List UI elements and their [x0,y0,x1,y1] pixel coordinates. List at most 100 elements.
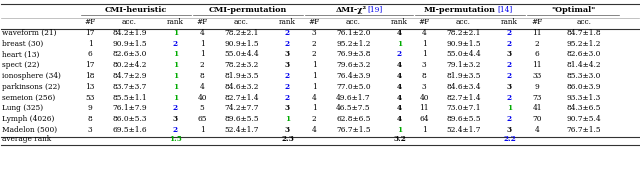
Text: 3: 3 [422,61,426,69]
Text: 2: 2 [173,104,178,113]
Text: 11: 11 [532,29,541,37]
Text: 53: 53 [85,94,95,102]
Text: rank: rank [501,18,518,26]
Text: 1: 1 [285,115,290,123]
Text: 17: 17 [85,29,95,37]
Text: 8: 8 [200,72,204,80]
Text: 4: 4 [397,72,402,80]
Text: 84.7±1.8: 84.7±1.8 [566,29,602,37]
Text: 2: 2 [507,94,512,102]
Text: 84.7±2.9: 84.7±2.9 [112,72,147,80]
Text: 4: 4 [312,126,316,134]
Text: 55.0±4.4: 55.0±4.4 [446,51,481,58]
Text: 8: 8 [422,72,426,80]
Text: 84.6±3.2: 84.6±3.2 [224,83,259,91]
Text: 76.4±3.9: 76.4±3.9 [336,72,371,80]
Text: 13: 13 [85,83,95,91]
Text: average rank: average rank [2,135,51,143]
Text: 79.1±3.2: 79.1±3.2 [446,61,481,69]
Text: 2: 2 [534,40,540,48]
Text: 73.0±7.1: 73.0±7.1 [446,104,481,113]
Text: 2: 2 [312,40,316,48]
Text: 65: 65 [197,115,207,123]
Text: 81.4±4.2: 81.4±4.2 [567,61,601,69]
Text: 33: 33 [532,72,541,80]
Text: 74.2±7.7: 74.2±7.7 [224,104,259,113]
Text: 2: 2 [285,83,290,91]
Text: waveform (21): waveform (21) [2,29,56,37]
Text: 3: 3 [285,126,290,134]
Text: 3: 3 [285,51,290,58]
Text: 1: 1 [397,126,402,134]
Text: 1: 1 [173,72,178,80]
Text: acc.: acc. [234,18,249,26]
Text: 2: 2 [285,72,290,80]
Text: 3: 3 [507,51,512,58]
Text: 93.3±1.3: 93.3±1.3 [567,94,601,102]
Text: 3: 3 [173,115,178,123]
Text: CMI-heuristic: CMI-heuristic [105,6,167,14]
Text: 1: 1 [200,51,204,58]
Text: 2: 2 [285,29,290,37]
Text: 2: 2 [285,40,290,48]
Text: 90.9±1.5: 90.9±1.5 [446,40,481,48]
Text: 4: 4 [397,94,402,102]
Text: acc.: acc. [577,18,591,26]
Text: 76.9±3.8: 76.9±3.8 [336,51,371,58]
Text: 3: 3 [507,126,512,134]
Text: 95.2±1.2: 95.2±1.2 [336,40,371,48]
Text: 84.6±3.4: 84.6±3.4 [446,83,481,91]
Text: 64: 64 [419,115,429,123]
Text: 1: 1 [200,126,204,134]
Text: 52.4±1.7: 52.4±1.7 [224,126,259,134]
Text: heart (13): heart (13) [2,51,40,58]
Text: Lymph (4026): Lymph (4026) [2,115,54,123]
Text: acc.: acc. [346,18,361,26]
Text: 6: 6 [534,51,540,58]
Text: 2.3: 2.3 [281,135,294,143]
Text: ΔMI-χ²: ΔMI-χ² [335,6,367,14]
Text: 84.2±1.9: 84.2±1.9 [112,29,147,37]
Text: 62.8±6.5: 62.8±6.5 [336,115,371,123]
Text: 84.3±6.5: 84.3±6.5 [567,104,601,113]
Text: 11: 11 [419,104,429,113]
Text: 95.2±1.2: 95.2±1.2 [567,40,601,48]
Text: [14]: [14] [498,6,513,14]
Text: 90.9±1.5: 90.9±1.5 [224,40,259,48]
Text: 2: 2 [285,94,290,102]
Text: 3: 3 [507,83,512,91]
Text: 17: 17 [85,61,95,69]
Text: 69.5±1.6: 69.5±1.6 [112,126,147,134]
Text: 79.6±3.2: 79.6±3.2 [336,61,371,69]
Text: 1: 1 [173,83,178,91]
Text: parkinsons (22): parkinsons (22) [2,83,60,91]
Text: 1.5: 1.5 [169,135,182,143]
Text: 3: 3 [88,126,92,134]
Text: 11: 11 [532,61,541,69]
Text: 82.7±1.4: 82.7±1.4 [224,94,259,102]
Text: 4: 4 [397,61,402,69]
Text: 83.7±3.7: 83.7±3.7 [112,83,147,91]
Text: 1: 1 [422,51,426,58]
Text: 1: 1 [173,94,178,102]
Text: 5: 5 [200,104,204,113]
Text: 4: 4 [397,115,402,123]
Text: 70: 70 [532,115,541,123]
Text: 4: 4 [422,29,426,37]
Text: [19]: [19] [368,6,383,14]
Text: Madelon (500): Madelon (500) [2,126,57,134]
Text: 4: 4 [397,29,402,37]
Text: 78.2±2.1: 78.2±2.1 [224,29,259,37]
Text: CMI-permutation: CMI-permutation [209,6,287,14]
Text: 1: 1 [173,61,178,69]
Text: 3.2: 3.2 [393,135,406,143]
Text: 4: 4 [200,83,204,91]
Text: 46.5±7.5: 46.5±7.5 [336,104,371,113]
Text: 2: 2 [507,61,512,69]
Text: 2.2: 2.2 [503,135,516,143]
Text: 86.0±5.3: 86.0±5.3 [112,115,147,123]
Text: 1: 1 [312,72,316,80]
Text: 41: 41 [532,104,541,113]
Text: 3: 3 [422,83,426,91]
Text: 55.0±4.4: 55.0±4.4 [224,51,259,58]
